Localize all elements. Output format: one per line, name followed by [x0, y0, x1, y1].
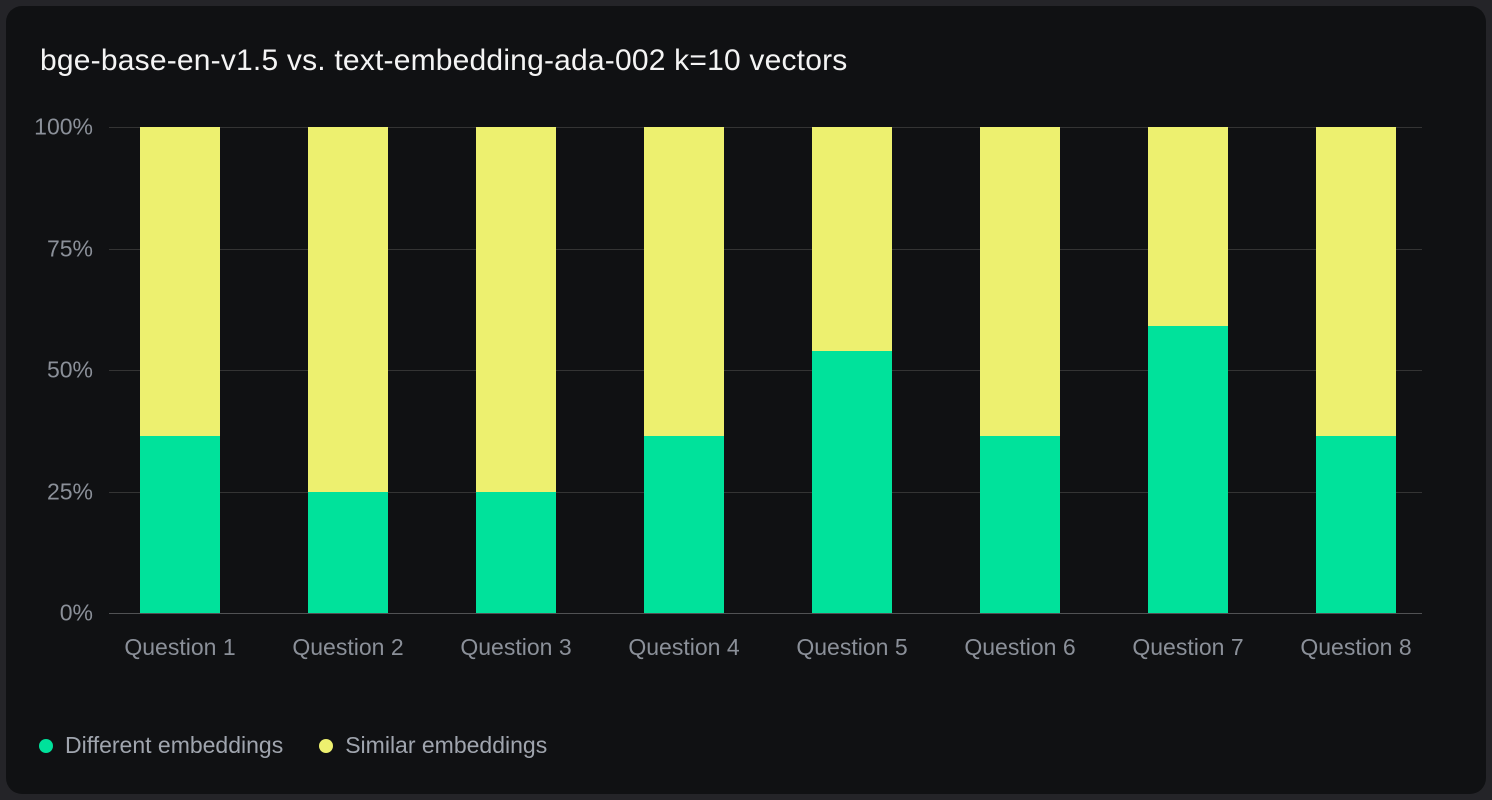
- y-tick-label: 0%: [59, 599, 93, 626]
- bar-segment-similar[interactable]: [140, 127, 220, 436]
- bar-segment-different[interactable]: [308, 491, 388, 613]
- bar-slot: [96, 127, 264, 613]
- stacked-bar: [1316, 127, 1396, 613]
- legend-item[interactable]: Similar embeddings: [319, 732, 547, 759]
- bar-segment-similar[interactable]: [1316, 127, 1396, 436]
- gridline: [109, 491, 1422, 493]
- legend-item[interactable]: Different embeddings: [39, 732, 283, 759]
- bar-slot: [432, 127, 600, 613]
- bar-slot: [768, 127, 936, 613]
- bar-slot: [264, 127, 432, 613]
- bar-segment-similar[interactable]: [812, 127, 892, 351]
- bar-slot: [936, 127, 1104, 613]
- bar-slot: [1104, 127, 1272, 613]
- bar-segment-different[interactable]: [476, 491, 556, 613]
- bar-segment-different[interactable]: [644, 435, 724, 613]
- legend-dot-icon: [319, 738, 334, 753]
- y-tick-label: 75%: [46, 235, 93, 261]
- stacked-bar: [476, 127, 556, 613]
- stacked-bar: [308, 127, 388, 613]
- stacked-bar: [644, 127, 724, 613]
- stacked-bar: [140, 127, 220, 613]
- chart-title: bge-base-en-v1.5 vs. text-embedding-ada-…: [40, 44, 848, 77]
- chart-card: bge-base-en-v1.5 vs. text-embedding-ada-…: [6, 6, 1486, 794]
- y-tick-label: 100%: [34, 113, 93, 140]
- x-axis: Question 1 Question 2 Question 3 Question 4…: [96, 634, 1440, 661]
- bar-segment-similar[interactable]: [308, 127, 388, 492]
- gridline: [109, 248, 1422, 250]
- bar-segment-similar[interactable]: [1148, 127, 1228, 327]
- bar-segment-different[interactable]: [1148, 326, 1228, 613]
- gridline: [109, 127, 1422, 128]
- bar-segment-different[interactable]: [1316, 435, 1396, 613]
- bar-segment-different[interactable]: [140, 435, 220, 613]
- x-tick-label: Question 3: [460, 634, 572, 660]
- gridline: [109, 370, 1422, 371]
- legend-dot-icon: [39, 738, 53, 753]
- bar-slot: [1272, 127, 1440, 613]
- legend-label: Different embeddings: [65, 732, 284, 758]
- y-tick-label: 25%: [46, 478, 93, 504]
- x-axis-baseline: [109, 613, 1422, 614]
- gridlines: [109, 127, 1422, 614]
- x-tick-label: Question 1: [124, 634, 236, 660]
- bar-segment-different[interactable]: [980, 435, 1060, 613]
- x-tick-label: Question 4: [628, 634, 740, 660]
- bars-layer: [96, 127, 1440, 613]
- legend-label: Similar embeddings: [345, 732, 548, 758]
- bar-segment-similar[interactable]: [476, 127, 556, 492]
- x-tick-label: Question 2: [292, 634, 404, 660]
- x-tick-label: Question 7: [1132, 634, 1244, 660]
- legend: Different embeddings Similar embeddings: [39, 732, 547, 759]
- bar-segment-different[interactable]: [812, 350, 892, 613]
- stacked-bar: [1148, 127, 1228, 613]
- x-tick-label: Question 8: [1300, 634, 1412, 660]
- bar-segment-similar[interactable]: [980, 127, 1060, 436]
- x-tick-label: Question 5: [796, 634, 908, 660]
- x-tick-label: Question 6: [964, 634, 1076, 660]
- bar-segment-similar[interactable]: [644, 127, 724, 436]
- stacked-bar: [812, 127, 892, 613]
- y-tick-label: 50%: [46, 356, 93, 383]
- stacked-bar: [980, 127, 1060, 613]
- bar-slot: [600, 127, 768, 613]
